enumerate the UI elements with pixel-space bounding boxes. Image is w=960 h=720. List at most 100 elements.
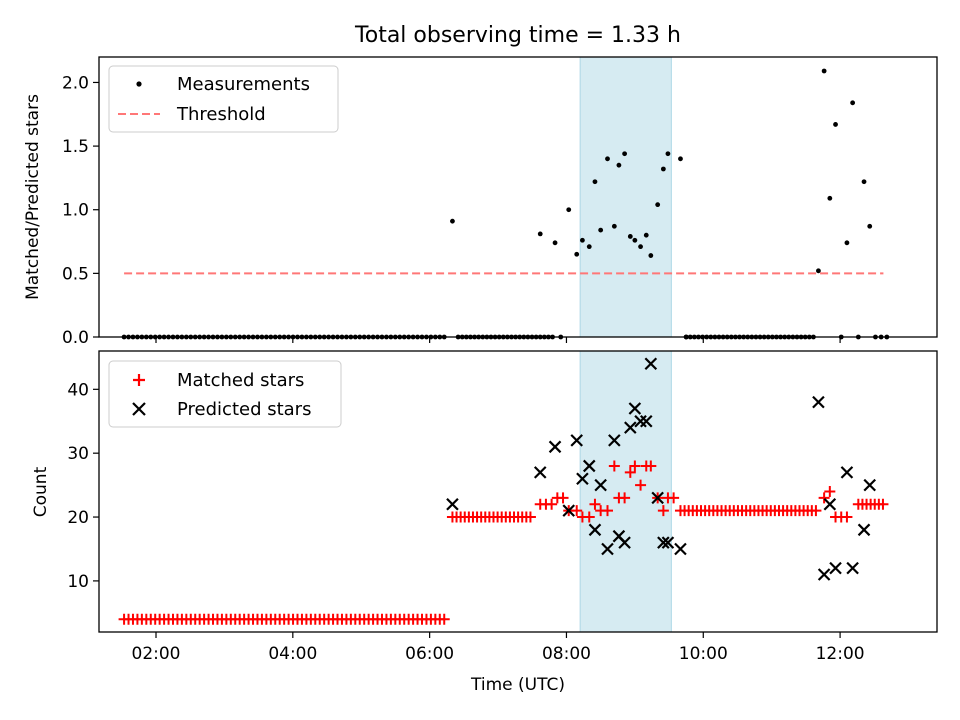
top-panel: 0.00.51.01.52.0 Matched/Predicted stars … <box>23 56 938 348</box>
measurement-point <box>552 240 558 246</box>
bottom-y-axis-label: Count <box>31 466 51 517</box>
predicted-star-point <box>588 523 602 537</box>
matched-star-point <box>877 498 889 510</box>
predicted-star-point <box>582 459 596 473</box>
matched-star-point <box>841 511 853 523</box>
matched-star-point <box>657 505 669 517</box>
matched-star-point <box>557 492 569 504</box>
top-legend-box <box>108 65 339 133</box>
matched-star-point <box>524 511 536 523</box>
y-tick-label: 40 <box>67 380 89 400</box>
measurement-point <box>592 179 598 185</box>
predicted-star-point <box>674 542 687 556</box>
matched-star-point <box>608 460 620 472</box>
predicted-star-point <box>628 402 642 415</box>
measurement-point <box>821 68 827 74</box>
measurement-point <box>616 162 622 168</box>
measurement-point <box>566 207 572 213</box>
matched-star-point <box>668 492 680 504</box>
predicted-star-point <box>576 472 589 486</box>
predicted-star-point <box>639 414 653 428</box>
matched-star-point <box>619 492 631 504</box>
measurement-point <box>574 251 580 257</box>
legend-predicted-marker <box>132 402 146 416</box>
predicted-star-point <box>840 466 854 479</box>
predicted-star-point <box>657 536 670 549</box>
predicted-star-point <box>594 478 607 492</box>
predicted-star-point <box>812 395 825 409</box>
predicted-star-point <box>644 357 658 371</box>
measurement-point <box>580 237 585 243</box>
measurement-point <box>861 179 867 185</box>
matched-star-point <box>589 498 601 510</box>
matched-star-point <box>645 460 657 472</box>
predicted-star-point <box>634 414 647 428</box>
bottom-x-ticks: 02:00 04:00 06:00 08:00 10:00 12:00 <box>132 632 865 664</box>
x-tick-label: 10:00 <box>679 644 728 664</box>
predicted-star-point <box>846 561 859 575</box>
predicted-star-point <box>624 421 637 434</box>
measurement-point <box>611 223 617 229</box>
matched-star-point <box>571 505 583 517</box>
legend-threshold-label: Threshold <box>176 104 266 125</box>
predicted-star-point <box>562 504 576 517</box>
bottom-panel: 02:00 04:00 06:00 08:00 10:00 12:00 10203040 … <box>31 350 938 695</box>
matched-star-point <box>546 498 558 510</box>
predicted-star-point <box>570 434 583 447</box>
measurement-point <box>537 231 543 237</box>
bottom-y-ticks: 10 20 30 40 <box>67 380 99 592</box>
bottom-legend: Matched stars Predicted stars <box>108 360 342 428</box>
matched-star-point <box>635 479 647 491</box>
predicted-star-point <box>533 466 547 479</box>
predicted-star-point <box>601 542 614 556</box>
predicted-star-point <box>857 523 871 537</box>
predicted-star-point <box>829 561 842 575</box>
y-tick-label: 2.0 <box>62 73 89 93</box>
bottom-plot-frame <box>98 350 938 633</box>
predicted-star-point <box>446 497 459 511</box>
bottom-highlight-span <box>579 350 672 633</box>
predicted-star-point <box>618 536 631 549</box>
legend-predicted-label: Predicted stars <box>177 399 311 420</box>
x-tick-label: 02:00 <box>132 644 181 664</box>
predicted-star-point <box>817 568 831 581</box>
measurement-point <box>643 232 649 238</box>
measurement-point <box>638 244 643 250</box>
matched-star-point <box>602 505 614 517</box>
measurement-point <box>655 202 661 208</box>
matched-star-point <box>824 486 836 497</box>
x-tick-label: 12:00 <box>816 644 865 664</box>
top-legend: Measurements Threshold <box>108 65 339 133</box>
measurement-point <box>833 122 838 127</box>
predicted-star-point <box>863 478 877 492</box>
measurement-point <box>867 223 873 229</box>
measurement-point <box>648 253 654 258</box>
measurement-point <box>827 195 833 201</box>
count-points <box>118 357 889 625</box>
measurement-point <box>816 268 821 274</box>
measurement-point <box>627 234 633 239</box>
legend-measurements-label: Measurements <box>177 74 310 95</box>
bottom-legend-box <box>108 360 342 428</box>
top-x-ticks <box>155 337 841 343</box>
y-tick-label: 0.5 <box>62 264 89 284</box>
top-y-axis-label: Matched/Predicted stars <box>23 94 43 300</box>
measurement-point <box>605 156 610 162</box>
matched-star-point <box>438 613 450 625</box>
predicted-star-point <box>548 440 562 454</box>
x-tick-label: 04:00 <box>268 644 317 664</box>
legend-matched-marker <box>133 374 145 386</box>
measurement-point <box>632 237 638 243</box>
y-tick-label: 10 <box>67 572 89 592</box>
figure-title: Total observing time = 1.33 h <box>354 23 681 48</box>
y-tick-label: 0.0 <box>62 328 89 348</box>
measurement-point <box>586 244 592 250</box>
matched-star-point <box>810 505 822 517</box>
x-axis-label: Time (UTC) <box>470 675 565 695</box>
predicted-star-point <box>651 491 664 505</box>
legend-matched-label: Matched stars <box>177 370 304 391</box>
measurement-point <box>660 166 666 172</box>
measurement-point <box>598 227 604 233</box>
measurement-point <box>678 156 683 162</box>
